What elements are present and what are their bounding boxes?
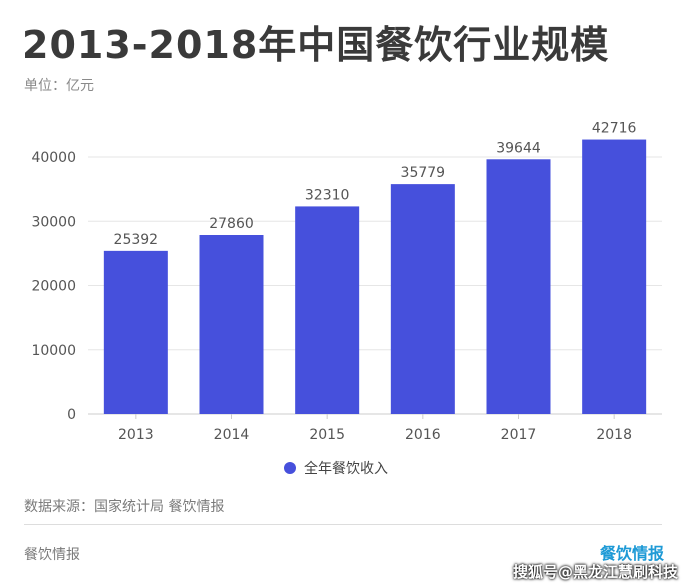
legend: 全年餐饮收入 [284, 458, 388, 478]
data-label: 25392 [114, 232, 159, 248]
data-label: 42716 [592, 121, 637, 137]
data-label: 35779 [401, 165, 446, 181]
x-tick-label: 2015 [309, 427, 345, 443]
labels: 0 10000 20000 30000 40000 25392 2013 27860 2014 3… [31, 121, 636, 443]
bar [486, 159, 551, 414]
chart-title: 2013-2018年中国餐饮行业规模 [22, 23, 610, 67]
y-tick-label: 10000 [31, 343, 76, 359]
y-tick-label: 30000 [31, 214, 76, 230]
x-tick-label: 2014 [214, 427, 250, 443]
x-tick-label: 2013 [118, 427, 154, 443]
axes [88, 413, 662, 419]
data-label: 32310 [305, 187, 350, 203]
bar [295, 206, 360, 414]
watermark-credit: 搜狐号@黑龙江慧刷科技 [512, 563, 678, 581]
y-tick-label: 20000 [31, 279, 76, 295]
x-tick-label: 2018 [596, 427, 632, 443]
x-tick-label: 2016 [405, 427, 441, 443]
bar [199, 234, 264, 414]
footer-logo: 餐饮情报 [599, 544, 664, 563]
bar [390, 184, 455, 414]
bar [103, 250, 168, 414]
footer-divider [24, 524, 662, 525]
grid-lines [88, 156, 662, 351]
legend-label: 全年餐饮收入 [304, 461, 388, 477]
y-tick-label: 0 [67, 407, 76, 423]
y-tick-label: 40000 [31, 150, 76, 166]
unit-label: 单位：亿元 [24, 78, 94, 94]
data-label: 27860 [209, 216, 254, 232]
data-label: 39644 [496, 140, 541, 156]
bars [103, 139, 647, 415]
legend-swatch [284, 462, 296, 474]
x-tick-label: 2017 [501, 427, 537, 443]
footer-brand: 餐饮情报 [24, 547, 80, 563]
bar [582, 139, 647, 415]
data-source: 数据来源：国家统计局 餐饮情报 [24, 499, 225, 515]
